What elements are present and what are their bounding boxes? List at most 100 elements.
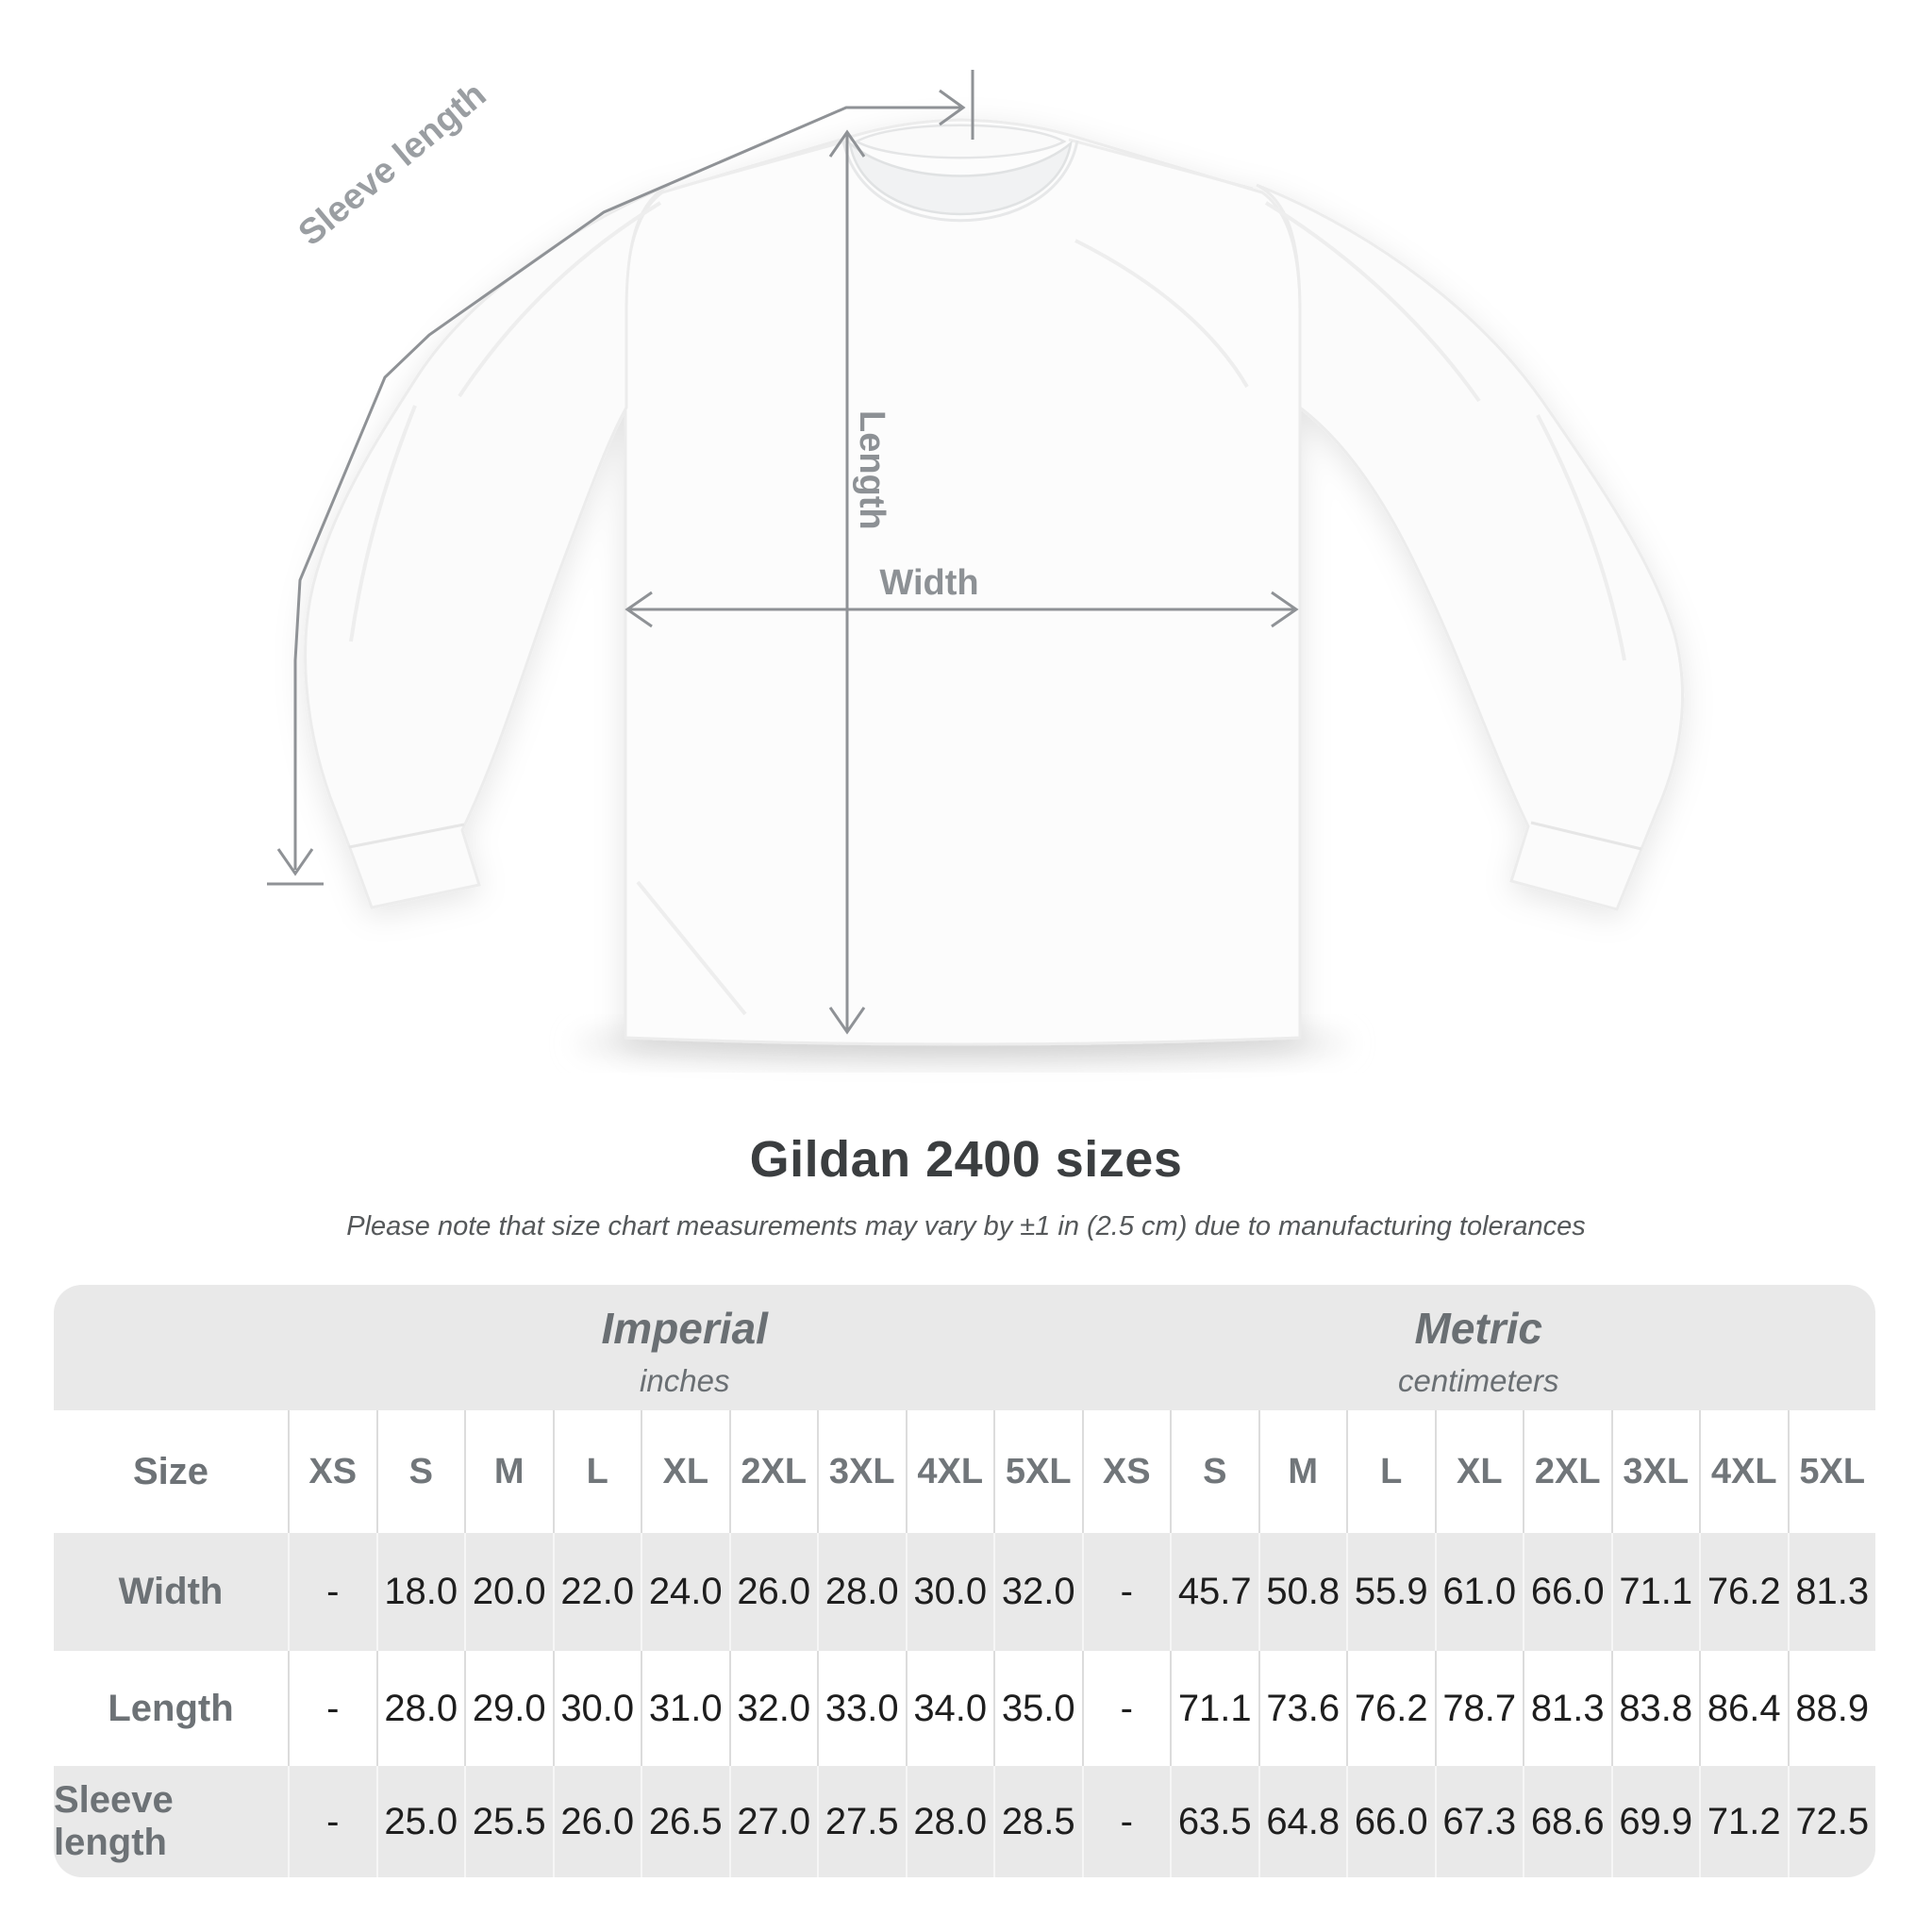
measurement-value: 28.5	[993, 1766, 1082, 1877]
inches-label: inches	[640, 1362, 730, 1398]
sleeve-length-dimension-label: Sleeve length	[291, 75, 494, 254]
sleeve-length-down-arrowhead	[276, 848, 314, 876]
size-col-header: S	[375, 1410, 464, 1533]
measurement-value: 26.0	[552, 1766, 641, 1877]
measurement-value: 34.0	[905, 1651, 993, 1766]
size-col-header: 4XL	[905, 1410, 993, 1533]
measurement-value: 28.0	[817, 1533, 906, 1651]
shirt-right-sleeve	[1256, 183, 1685, 911]
left-cuff-seam	[348, 823, 465, 849]
width-arrow	[625, 591, 1299, 628]
unit-group-metric: Metric centimeters	[1082, 1285, 1876, 1410]
unit-group-imperial: Imperial inches	[288, 1285, 1082, 1410]
measurement-value: 32.0	[993, 1533, 1082, 1651]
width-row: Width - 18.0 20.0 22.0 24.0 26.0 28.0 30…	[54, 1533, 1875, 1651]
size-col-header: XS	[1081, 1410, 1170, 1533]
measurement-value: 64.8	[1257, 1766, 1347, 1877]
measurement-value: 22.0	[552, 1533, 641, 1651]
collar-opening	[848, 140, 1073, 216]
collar-back-band	[854, 124, 1067, 159]
measurement-value: 71.2	[1699, 1766, 1788, 1877]
tolerance-note: Please note that size chart measurements…	[346, 1211, 1586, 1241]
measurement-value: 28.0	[375, 1651, 464, 1766]
measurement-value: 18.0	[375, 1533, 465, 1651]
width-right-arrowhead	[1271, 591, 1299, 628]
size-col-header: S	[1170, 1410, 1258, 1533]
size-col-header: M	[1257, 1410, 1346, 1533]
measurement-value: 30.0	[552, 1651, 641, 1766]
shirt-graphic	[304, 118, 1685, 1046]
size-col-header: 3XL	[817, 1410, 906, 1533]
length-dimension-label: Length	[852, 410, 891, 530]
size-col-header: XL	[641, 1410, 729, 1533]
measurement-value: 71.1	[1170, 1651, 1258, 1766]
measurement-value: 25.5	[464, 1766, 553, 1877]
measurement-value: 32.0	[728, 1651, 817, 1766]
measurement-value: -	[288, 1651, 376, 1766]
measurement-value: 29.0	[464, 1651, 553, 1766]
measurement-value: 81.3	[1523, 1651, 1611, 1766]
collar-outer-rim	[841, 140, 1079, 223]
size-header-row: Size XS S M L XL 2XL 3XL 4XL 5XL XS S M …	[54, 1410, 1875, 1533]
measurement-arrows	[267, 70, 1299, 1035]
sleeve-length-row: Sleeve length - 25.0 25.5 26.0 26.5 27.0…	[54, 1766, 1875, 1877]
measurement-value: 76.2	[1346, 1651, 1435, 1766]
measurement-value: 55.9	[1346, 1533, 1435, 1651]
size-corner-label: Size	[54, 1410, 288, 1533]
measurement-value: 86.4	[1699, 1651, 1788, 1766]
measurement-value: 25.0	[375, 1766, 465, 1877]
measurement-value: 35.0	[993, 1651, 1082, 1766]
size-col-header: 3XL	[1610, 1410, 1699, 1533]
measurement-value: 78.7	[1434, 1651, 1523, 1766]
size-col-header: M	[464, 1410, 553, 1533]
measurement-value: 45.7	[1170, 1533, 1258, 1651]
measurement-value: 26.0	[728, 1533, 818, 1651]
centimeters-label: centimeters	[1397, 1362, 1559, 1398]
right-shoulder-seam	[1068, 138, 1254, 191]
size-col-header: 2XL	[728, 1410, 817, 1533]
measurement-value: 71.1	[1610, 1533, 1700, 1651]
measurement-value: 30.0	[905, 1533, 994, 1651]
measurement-value: 27.0	[728, 1766, 818, 1877]
measurement-value: 66.0	[1523, 1533, 1611, 1651]
shirt-body	[624, 118, 1302, 1046]
shirt-measurement-diagram: Sleeve length Length Width	[267, 70, 1685, 1064]
length-arrow	[828, 129, 866, 1035]
width-left-arrowhead	[625, 591, 653, 628]
imperial-label: Imperial	[601, 1303, 768, 1353]
measurement-value: 68.6	[1523, 1766, 1611, 1877]
measurement-value: 83.8	[1610, 1651, 1699, 1766]
measurement-value: -	[1081, 1651, 1170, 1766]
size-col-header: 2XL	[1523, 1410, 1611, 1533]
right-cuff-seam	[1530, 821, 1642, 851]
size-col-header: 4XL	[1699, 1410, 1788, 1533]
measurement-value: 61.0	[1434, 1533, 1524, 1651]
measurement-value: 28.0	[905, 1766, 994, 1877]
size-col-header: XS	[288, 1410, 376, 1533]
size-col-header: L	[1346, 1410, 1435, 1533]
row-label-sleeve-length: Sleeve length	[54, 1779, 174, 1863]
unit-band-row: Imperial inches Metric centimeters	[54, 1285, 1875, 1410]
measurement-value: 88.9	[1787, 1651, 1875, 1766]
measurement-value: 27.5	[817, 1766, 906, 1877]
length-down-arrowhead	[828, 1007, 866, 1035]
size-col-header: 5XL	[993, 1410, 1082, 1533]
measurement-value: 72.5	[1787, 1766, 1876, 1877]
width-dimension-label: Width	[879, 563, 978, 603]
measurement-value: 50.8	[1257, 1533, 1347, 1651]
measurement-value: 81.3	[1787, 1533, 1876, 1651]
size-table: Imperial inches Metric centimeters Size …	[54, 1285, 1875, 1877]
fabric-folds	[349, 201, 1626, 1016]
page-title: Gildan 2400 sizes	[749, 1131, 1183, 1188]
measurement-value: -	[288, 1533, 376, 1651]
left-shoulder-seam	[673, 138, 853, 191]
measurement-value: -	[1081, 1766, 1171, 1877]
measurement-value: 69.9	[1610, 1766, 1700, 1877]
measurement-value: 20.0	[464, 1533, 553, 1651]
measurement-value: 31.0	[641, 1651, 729, 1766]
size-col-header: XL	[1434, 1410, 1523, 1533]
length-row: Length - 28.0 29.0 30.0 31.0 32.0 33.0 3…	[54, 1651, 1875, 1766]
measurement-value: -	[288, 1766, 376, 1877]
measurement-value: 63.5	[1170, 1766, 1258, 1877]
